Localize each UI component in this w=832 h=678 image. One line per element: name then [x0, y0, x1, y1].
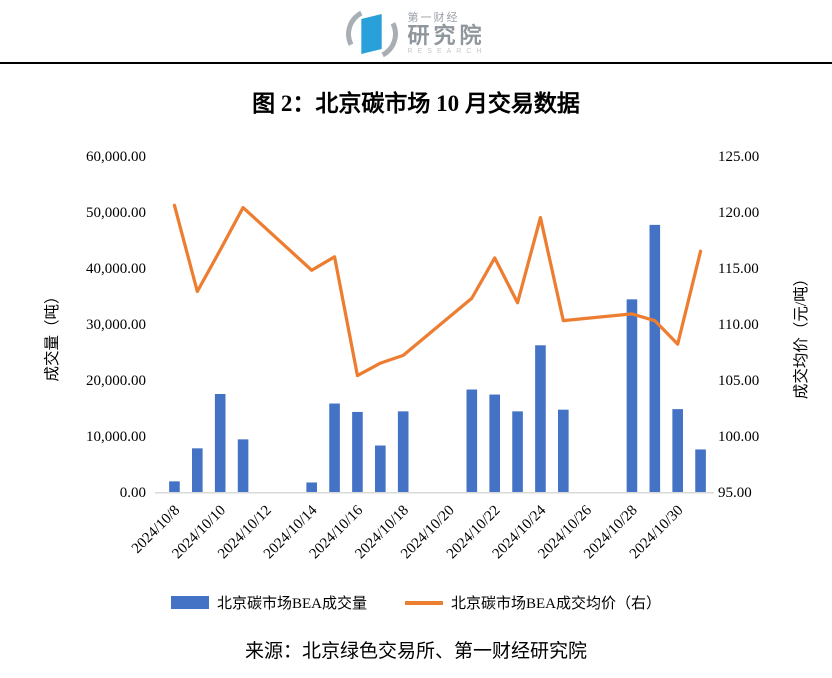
volume-bar — [466, 389, 478, 492]
right-axis-tick-label: 120.00 — [718, 205, 759, 221]
logo-parallelogram-icon — [360, 13, 382, 55]
volume-bar-swatch-icon — [170, 596, 209, 609]
logo-caption: RESEARCH — [407, 48, 487, 56]
legend-item-price: 北京碳市场BEA成交均价（右） — [405, 592, 661, 613]
right-axis-tick-label: 100.00 — [718, 429, 759, 445]
right-axis-title: 成交均价（元/吨） — [792, 271, 810, 399]
volume-bar — [649, 224, 661, 492]
left-axis-tick-label: 20,000.00 — [86, 373, 146, 389]
volume-bar — [237, 439, 249, 492]
volume-bar — [672, 409, 683, 492]
left-axis-tick-label: 10,000.00 — [86, 429, 146, 445]
price-line — [172, 203, 703, 378]
volume-bar — [214, 394, 226, 492]
combo-chart: 0.00 10,000.00 20,000.00 30,000.00 40,000.00… — [43, 149, 810, 562]
chart-title: 图 2：北京碳市场 10 月交易数据 — [252, 91, 580, 116]
volume-bar — [192, 448, 203, 492]
left-axis-tick-label: 50,000.00 — [86, 205, 146, 221]
volume-bar — [489, 394, 500, 492]
volume-bar — [169, 481, 180, 492]
volume-bar — [558, 409, 569, 492]
right-axis-tick-label: 105.00 — [718, 373, 759, 389]
right-axis-tick-label: 95.00 — [718, 485, 752, 501]
right-axis-tick-label: 125.00 — [718, 149, 759, 165]
left-axis-tick-label: 30,000.00 — [86, 317, 146, 333]
legend-price-label: 北京碳市场BEA成交均价（右） — [451, 596, 662, 612]
chart-legend: 北京碳市场BEA成交量 北京碳市场BEA成交均价（右） — [0, 592, 832, 613]
volume-bar — [397, 411, 409, 492]
volume-bar — [306, 482, 317, 492]
yicai-logo-icon — [338, 1, 405, 67]
right-axis-tick-label: 115.00 — [718, 261, 759, 277]
logo-brand: 第一财经 — [407, 12, 460, 25]
left-axis-tick-label: 40,000.00 — [86, 261, 146, 277]
volume-bar — [512, 411, 523, 492]
volume-bar — [375, 445, 386, 492]
volume-bar — [626, 299, 638, 492]
left-axis-title: 成交量（吨） — [43, 288, 61, 381]
right-axis-tick-label: 110.00 — [718, 317, 759, 333]
volume-bar — [352, 411, 363, 492]
volume-bar — [535, 345, 546, 492]
source-note: 来源：北京绿色交易所、第一财经研究院 — [244, 641, 587, 662]
logo: 第一财经 研究院 RESEARCH — [0, 1, 832, 67]
logo-text: 第一财经 研究院 RESEARCH — [408, 12, 487, 56]
logo-name: 研究院 — [407, 23, 486, 49]
volume-bar — [329, 403, 340, 492]
price-line-swatch-icon — [405, 600, 443, 605]
volume-bar — [695, 449, 706, 492]
legend-volume-label: 北京碳市场BEA成交量 — [216, 596, 367, 612]
left-axis-tick-label: 0.00 — [120, 485, 146, 501]
left-axis-tick-label: 60,000.00 — [86, 149, 146, 165]
header-divider — [0, 62, 832, 64]
legend-item-volume: 北京碳市场BEA成交量 — [170, 592, 367, 613]
